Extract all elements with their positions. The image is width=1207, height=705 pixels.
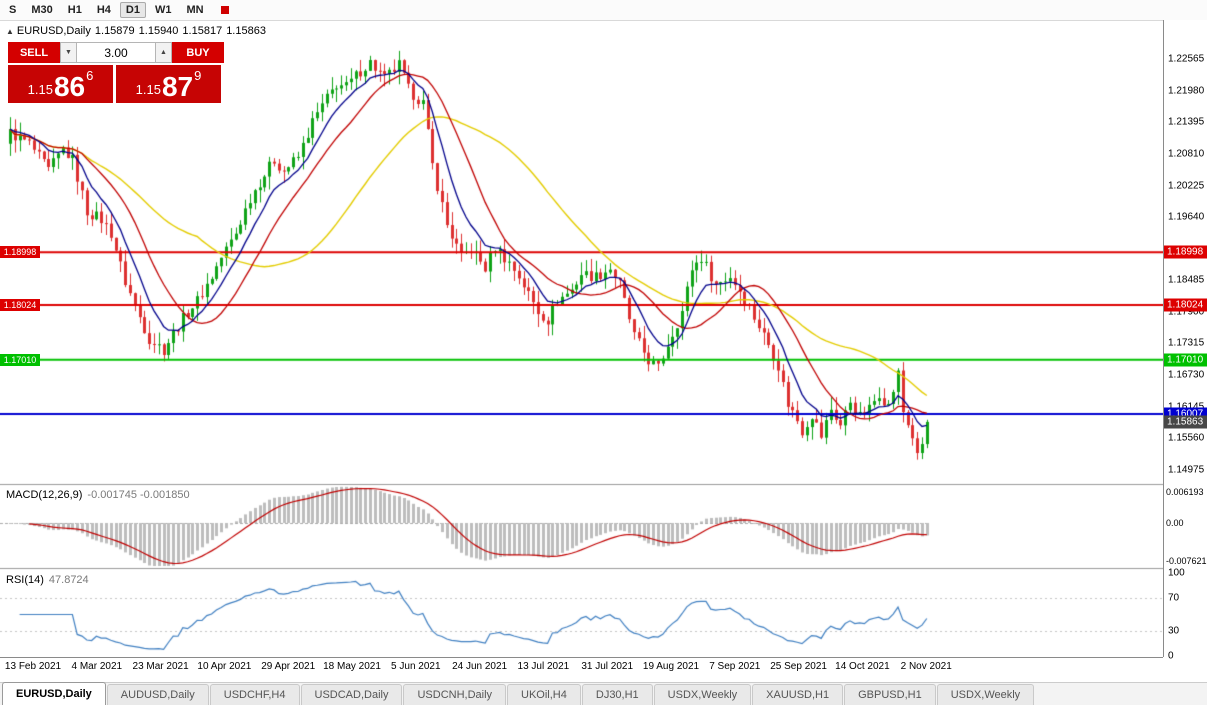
date-label: 25 Sep 2021 bbox=[770, 661, 827, 672]
price-scale-tick: 1.21395 bbox=[1168, 116, 1205, 128]
date-label: 29 Apr 2021 bbox=[261, 661, 316, 672]
date-label: 4 Mar 2021 bbox=[71, 661, 123, 672]
price-scale-tick: 1.18485 bbox=[1168, 274, 1205, 286]
ohlc-high: 1.15940 bbox=[138, 25, 179, 37]
date-label: 13 Feb 2021 bbox=[4, 661, 62, 672]
price-scale-tick: 1.16730 bbox=[1168, 369, 1205, 381]
timeframe-button-w1[interactable]: W1 bbox=[154, 4, 172, 16]
macd-scale-tick: 0.006193 bbox=[1166, 487, 1204, 498]
price-level-tag-left: 1.17010 bbox=[0, 353, 40, 366]
time-axis[interactable]: 13 Feb 2021 4 Mar 2021 23 Mar 2021 10 Apr 2… bbox=[0, 657, 1163, 677]
ohlc-close: 1.15863 bbox=[226, 25, 266, 37]
chart-ohlc-header: ▲ EURUSD,Daily 1.15879 1.15940 1.15817 1.1586… bbox=[6, 25, 270, 37]
buy-button[interactable]: BUY bbox=[172, 42, 224, 63]
alert-marker-icon[interactable] bbox=[220, 6, 229, 14]
date-label: 14 Oct 2021 bbox=[835, 661, 890, 672]
timeframe-toolbar: S M30 H1 H4 D1 W1 MN bbox=[0, 0, 1207, 21]
chart-tab-dj30-h1[interactable]: DJ30,H1 bbox=[581, 684, 653, 705]
price-scale-tick: 1.16145 bbox=[1168, 401, 1204, 412]
macd-indicator-label: MACD(12,26,9) -0.001745 -0.001850 bbox=[6, 489, 190, 501]
price-scale[interactable]: 1.22565 1.21980 1.21395 1.20810 1.20225 1.196… bbox=[1163, 20, 1207, 662]
date-label: 2 Nov 2021 bbox=[900, 661, 952, 672]
price-scale-tick: 1.20810 bbox=[1168, 148, 1205, 160]
date-label: 18 May 2021 bbox=[323, 661, 381, 672]
price-scale-tick: 1.20225 bbox=[1168, 180, 1205, 192]
sell-price-sup: 6 bbox=[86, 68, 94, 83]
timeframe-button-h4[interactable]: H4 bbox=[96, 4, 111, 16]
rsi-scale-tick: 100 bbox=[1168, 567, 1185, 579]
price-scale-tick: 1.19640 bbox=[1168, 211, 1205, 223]
chart-tabs: EURUSD,Daily AUDUSD,Daily USDCHF,H4 USDCAD,… bbox=[0, 682, 1207, 705]
chart-tab-gbpusd-h1[interactable]: GBPUSD,H1 bbox=[844, 684, 936, 705]
date-label: 13 Jul 2021 bbox=[517, 661, 570, 672]
sell-price-button[interactable]: 1.15 86 6 bbox=[8, 65, 113, 103]
date-label: 19 Aug 2021 bbox=[642, 661, 700, 672]
timeframe-button-s[interactable]: S bbox=[9, 4, 17, 16]
chart-shift-marker-icon: ▲ bbox=[6, 27, 14, 36]
macd-scale-tick: 0.00 bbox=[1166, 518, 1184, 528]
price-scale-tick: 1.15560 bbox=[1168, 432, 1205, 444]
date-label: 5 Jun 2021 bbox=[391, 661, 441, 672]
timeframe-button-mn[interactable]: MN bbox=[186, 4, 204, 16]
chart-tab-usdx-weekly[interactable]: USDX,Weekly bbox=[936, 684, 1035, 705]
buy-price-sup: 9 bbox=[194, 68, 202, 83]
buy-price-prefix: 1.15 bbox=[135, 82, 161, 97]
macd-scale-tick: -0.007621 bbox=[1166, 556, 1207, 567]
chart-tab-xauusd-h1[interactable]: XAUUSD,H1 bbox=[752, 684, 844, 705]
chart-tab-ukoil-h4[interactable]: UKOil,H4 bbox=[507, 684, 581, 705]
date-label: 31 Jul 2021 bbox=[581, 661, 634, 672]
buy-price-button[interactable]: 1.15 87 9 bbox=[116, 65, 221, 103]
timeframe-button-h1[interactable]: H1 bbox=[67, 4, 82, 16]
date-label: 24 Jun 2021 bbox=[452, 661, 508, 672]
price-level-tag-left: 1.18024 bbox=[0, 298, 40, 311]
price-level-tag: 1.17010 bbox=[1164, 353, 1207, 367]
volume-decrease-button[interactable]: ▼ bbox=[60, 42, 77, 63]
price-level-tag: 1.18998 bbox=[1164, 245, 1207, 259]
ohlc-open: 1.15879 bbox=[94, 25, 135, 37]
rsi-scale-tick: 70 bbox=[1168, 592, 1180, 604]
chart-tab-usdcnh-daily[interactable]: USDCNH,Daily bbox=[403, 684, 507, 705]
sell-price-prefix: 1.15 bbox=[27, 82, 53, 97]
chart-tab-eurusd-daily[interactable]: EURUSD,Daily bbox=[2, 682, 106, 705]
current-price-tag: 1.15863 bbox=[1164, 415, 1207, 429]
sell-price-big: 86 bbox=[53, 71, 86, 102]
rsi-indicator-label: RSI(14) 47.8724 bbox=[6, 574, 89, 586]
price-level-tag-left: 1.18998 bbox=[0, 246, 40, 259]
price-scale-tick: 1.17900 bbox=[1168, 306, 1205, 318]
chart-tab-audusd-daily[interactable]: AUDUSD,Daily bbox=[106, 684, 209, 705]
price-chart-canvas[interactable] bbox=[0, 20, 1163, 657]
date-label: 7 Sep 2021 bbox=[709, 661, 761, 672]
chart-tab-usdx-weekly[interactable]: USDX,Weekly bbox=[653, 684, 752, 705]
timeframe-button-d1[interactable]: D1 bbox=[119, 2, 146, 18]
price-level-tag: 1.18024 bbox=[1164, 298, 1207, 312]
volume-increase-button[interactable]: ▲ bbox=[155, 42, 172, 63]
price-scale-tick: 1.17315 bbox=[1168, 337, 1205, 349]
chart-tab-usdcad-daily[interactable]: USDCAD,Daily bbox=[300, 684, 403, 705]
one-click-trading-panel: SELL ▼ 3.00 ▲ BUY 1.15 86 6 1.15 87 9 bbox=[8, 42, 224, 103]
ohlc-low: 1.15817 bbox=[182, 25, 223, 37]
price-scale-tick: 1.14975 bbox=[1168, 464, 1205, 476]
chart-tab-usdchf-h4[interactable]: USDCHF,H4 bbox=[209, 684, 300, 705]
timeframe-button-m30[interactable]: M30 bbox=[31, 4, 53, 16]
date-label: 23 Mar 2021 bbox=[132, 661, 189, 672]
volume-input[interactable]: 3.00 bbox=[77, 42, 155, 63]
chart-symbol-period: EURUSD,Daily bbox=[16, 25, 91, 37]
rsi-scale-tick: 30 bbox=[1168, 625, 1180, 637]
price-scale-tick: 1.22565 bbox=[1168, 53, 1205, 65]
date-label: 10 Apr 2021 bbox=[197, 661, 252, 672]
price-scale-tick: 1.21980 bbox=[1168, 85, 1205, 97]
sell-button[interactable]: SELL bbox=[8, 42, 60, 63]
rsi-scale-tick: 0 bbox=[1168, 650, 1174, 662]
buy-price-big: 87 bbox=[161, 71, 194, 102]
